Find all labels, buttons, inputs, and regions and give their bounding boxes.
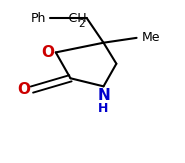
Text: 2: 2	[79, 19, 85, 29]
Text: Ph: Ph	[31, 12, 47, 25]
Text: N: N	[97, 88, 110, 103]
Text: H: H	[98, 103, 109, 115]
Text: O: O	[17, 82, 30, 97]
Text: Me: Me	[142, 31, 161, 44]
Text: — CH: — CH	[52, 12, 87, 25]
Text: O: O	[41, 45, 54, 60]
